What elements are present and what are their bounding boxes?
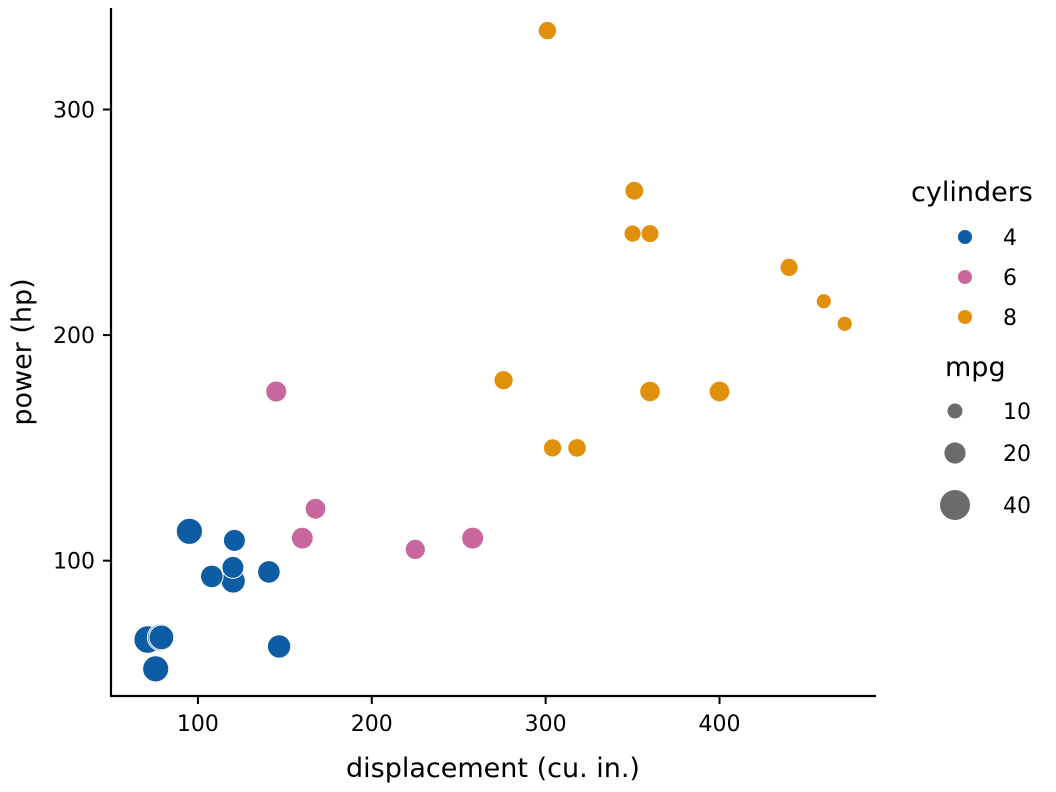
legend-label-4: 4 bbox=[1003, 226, 1017, 251]
data-point-8-cyl bbox=[639, 380, 661, 403]
y-ticks: 100 200 300 bbox=[53, 99, 111, 575]
data-point-6-cyl bbox=[461, 526, 485, 550]
data-point-6-cyl bbox=[404, 538, 426, 561]
data-point-4-cyl bbox=[148, 624, 175, 651]
data-point-8-cyl bbox=[836, 315, 853, 332]
y-tick-label: 300 bbox=[53, 99, 95, 124]
data-point-4-cyl bbox=[142, 655, 170, 683]
legend-swatch-6 bbox=[957, 269, 973, 285]
legend-cylinders-title: cylinders bbox=[911, 177, 1033, 208]
x-tick-label: 400 bbox=[699, 712, 741, 737]
data-point-6-cyl bbox=[304, 497, 327, 520]
data-point-8-cyl bbox=[537, 20, 558, 41]
legend: cylinders 4 6 8 mpg 10 20 40 bbox=[911, 177, 1033, 520]
data-point-8-cyl bbox=[542, 438, 563, 458]
x-axis-title: displacement (cu. in.) bbox=[346, 753, 640, 784]
x-tick-label: 200 bbox=[351, 712, 393, 737]
x-tick-label: 300 bbox=[525, 712, 567, 737]
data-point-8-cyl bbox=[493, 370, 514, 391]
legend-swatch-4 bbox=[957, 229, 973, 245]
y-axis-title: power (hp) bbox=[7, 278, 38, 425]
data-point-4-cyl bbox=[222, 528, 246, 552]
legend-swatch-8 bbox=[957, 309, 973, 325]
data-point-8-cyl bbox=[640, 224, 660, 244]
legend-label-6: 6 bbox=[1003, 266, 1017, 291]
legend-size-40 bbox=[940, 490, 970, 520]
axes: 100 200 300 400 100 200 300 bbox=[53, 8, 876, 737]
data-point-4-cyl bbox=[257, 560, 281, 584]
data-point-8-cyl bbox=[624, 180, 645, 201]
color-legend-entries: 4 6 8 bbox=[957, 226, 1017, 331]
legend-size-20 bbox=[944, 442, 966, 464]
y-tick-label: 200 bbox=[53, 324, 95, 349]
data-point-6-cyl bbox=[290, 526, 314, 550]
data-point-4-cyl bbox=[175, 517, 203, 545]
legend-size-label-40: 40 bbox=[1003, 494, 1031, 519]
data-point-4-cyl bbox=[221, 555, 245, 579]
legend-size-10 bbox=[947, 403, 963, 419]
legend-size-label-20: 20 bbox=[1003, 442, 1031, 467]
size-legend-entries: 10 20 40 bbox=[940, 400, 1031, 520]
data-point-4-cyl bbox=[200, 564, 224, 589]
legend-mpg-title: mpg bbox=[945, 352, 1006, 383]
data-point-6-cyl bbox=[265, 380, 288, 403]
legend-size-label-10: 10 bbox=[1003, 400, 1031, 425]
data-point-8-cyl bbox=[779, 257, 799, 277]
plot-points bbox=[133, 20, 853, 683]
data-point-8-cyl bbox=[815, 293, 832, 310]
legend-label-8: 8 bbox=[1003, 306, 1017, 331]
data-point-4-cyl bbox=[266, 634, 292, 659]
data-point-8-cyl bbox=[623, 224, 642, 243]
x-ticks: 100 200 300 400 bbox=[177, 696, 741, 737]
y-tick-label: 100 bbox=[53, 550, 95, 575]
data-point-8-cyl bbox=[708, 380, 731, 403]
data-point-8-cyl bbox=[567, 438, 587, 458]
x-tick-label: 100 bbox=[177, 712, 219, 737]
